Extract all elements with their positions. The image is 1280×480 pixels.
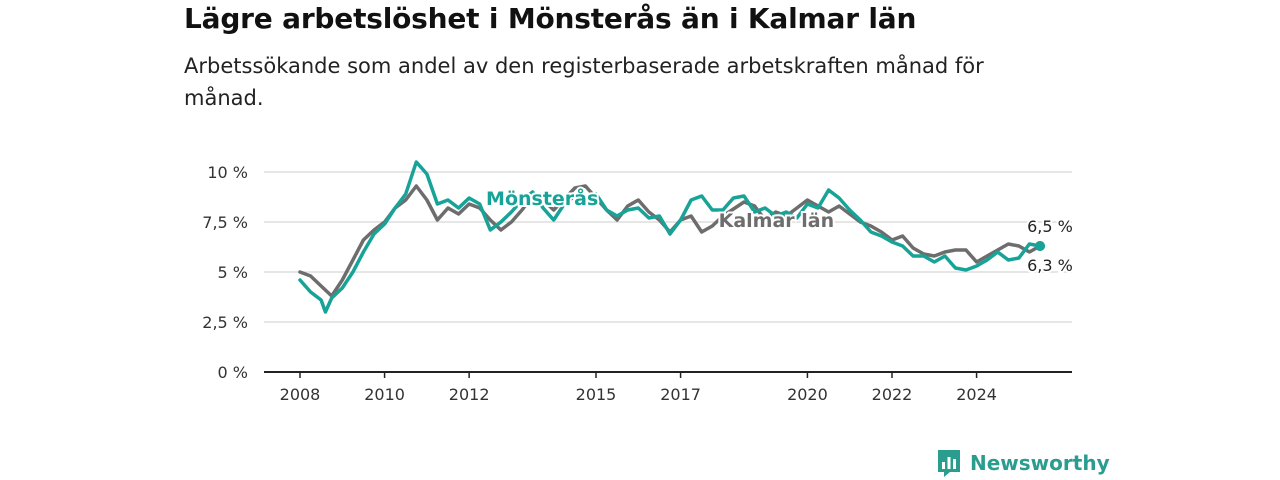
x-tick-label: 2020: [787, 385, 828, 404]
series-labels: Kalmar län 6,5 % Mönsterås 6,3 %: [484, 184, 1075, 277]
chart-subtitle: Arbetssökande som andel av den registerb…: [184, 54, 984, 110]
x-tick-label: 2022: [872, 385, 913, 404]
grid-lines: [264, 171, 1072, 323]
series-line: [298, 184, 1042, 298]
series-end-point: [1035, 241, 1045, 251]
line-chart: 0 % 2,5 % 5 % 7,5 % 10 % 2008 2010 2012 2015 201…: [202, 160, 1075, 404]
x-tick-label: 2015: [576, 385, 617, 404]
series-end-label: 6,5 %: [1027, 217, 1073, 236]
y-tick-label: 7,5 %: [202, 213, 248, 232]
brand-name: Newsworthy: [970, 451, 1110, 475]
y-tick-label: 5 %: [218, 263, 248, 282]
series-lines: [298, 160, 1045, 314]
brand-logo: Newsworthy: [936, 448, 1110, 478]
series-name-label: Kalmar län: [719, 210, 835, 232]
x-tick-label: 2010: [364, 385, 405, 404]
y-tick-label: 0 %: [218, 363, 248, 382]
x-tick-label: 2024: [956, 385, 997, 404]
y-tick-label: 10 %: [207, 163, 248, 182]
chart-title: Lägre arbetslöshet i Mönsterås än i Kalm…: [184, 2, 917, 35]
series-name-label: Mönsterås: [486, 186, 598, 210]
y-axis: 0 % 2,5 % 5 % 7,5 % 10 %: [202, 163, 248, 382]
y-tick-label: 2,5 %: [202, 313, 248, 332]
x-tick-label: 2017: [660, 385, 701, 404]
x-axis: 2008 2010 2012 2015 2017 2020 2022 2024: [264, 371, 1072, 404]
newsworthy-logo-icon: [938, 450, 960, 477]
x-tick-label: 2008: [280, 385, 321, 404]
x-tick-label: 2012: [449, 385, 490, 404]
series-line: [298, 160, 1042, 314]
series-end-label: 6,3 %: [1027, 256, 1073, 275]
